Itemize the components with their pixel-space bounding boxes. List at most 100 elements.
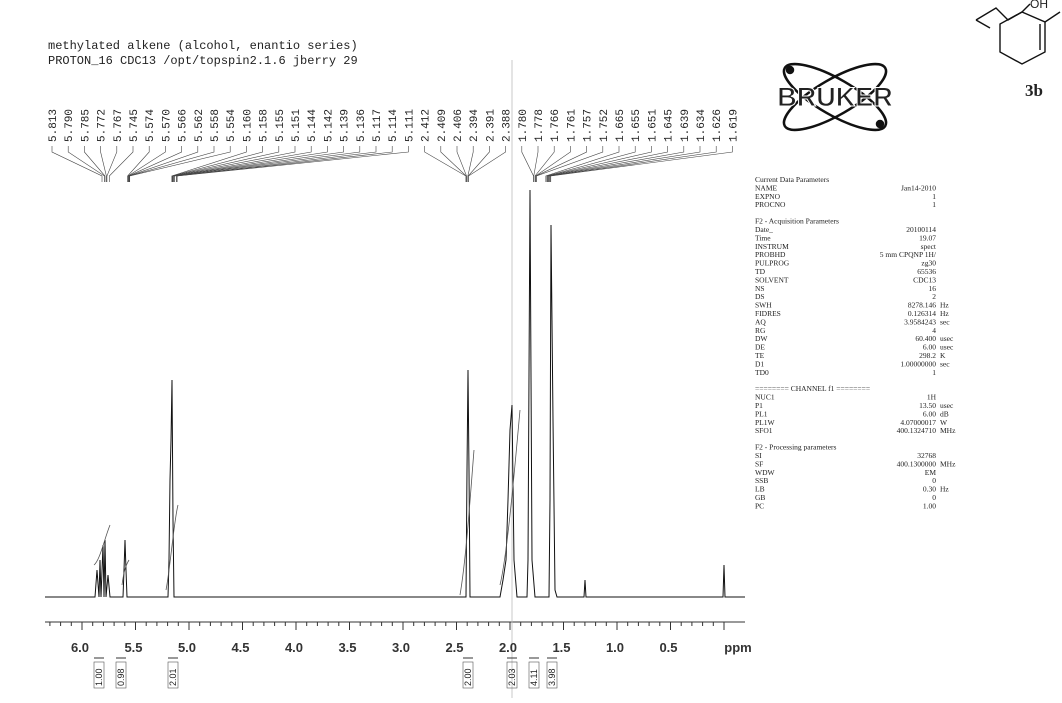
axis-tick-label: 1.5 (552, 640, 570, 655)
peak-label: 5.111 (404, 109, 416, 142)
integral-value: 4.11 (529, 669, 539, 686)
parameter-value: zg30 (921, 259, 936, 268)
peak-connector (547, 146, 652, 182)
parameter-unit: MHz (940, 426, 956, 435)
peak-connector (547, 146, 668, 182)
peak-connector (521, 146, 534, 182)
header-subtitle: PROTON_16 CDC13 /opt/topspin2.1.6 jberry… (48, 54, 358, 68)
parameter-value: 400.1300000 (897, 459, 937, 468)
peak-label: 1.665 (615, 109, 627, 142)
peak-label: 5.767 (113, 109, 125, 142)
peak-connector (176, 146, 409, 182)
peak-connector (536, 146, 604, 182)
peak-connector (548, 146, 701, 182)
axis-tick-label: 3.0 (392, 640, 410, 655)
peak-connector (127, 146, 166, 182)
peak-label: 5.813 (48, 109, 60, 142)
parameter-value: 2 (932, 292, 936, 301)
peak-label: 5.566 (178, 109, 190, 142)
parameter-value: 1 (932, 200, 936, 209)
parameter-key: PL1 (755, 409, 768, 418)
peak-connector (173, 146, 328, 182)
header-title: methylated alkene (alcohol, enantio seri… (48, 39, 358, 53)
parameter-key: D1 (755, 359, 764, 368)
peak-connector (172, 146, 280, 182)
peak-connector (549, 146, 717, 182)
parameter-key: SFO1 (755, 426, 773, 435)
peak-label: 1.651 (647, 109, 659, 142)
integral-value: 2.03 (507, 668, 517, 686)
peak-label: 5.155 (275, 109, 287, 142)
peak-connector (171, 146, 263, 182)
peak-connector (468, 146, 506, 182)
parameter-key: GB (755, 493, 765, 502)
axis-tick-label: 4.0 (285, 640, 303, 655)
parameter-key: EXPNO (755, 192, 781, 201)
parameter-key: RG (755, 326, 766, 335)
integral-box (167, 661, 179, 689)
peak-label: 5.144 (307, 109, 319, 142)
peak-connector (51, 146, 103, 182)
parameter-key: Date_ (755, 225, 773, 234)
peak-connector (84, 146, 106, 182)
parameter-value: 0.30 (923, 485, 936, 494)
peak-label: 5.562 (194, 109, 206, 142)
parameter-key: DW (755, 334, 768, 343)
parameter-value: 400.1324710 (897, 426, 937, 435)
integral-box (506, 661, 518, 689)
parameter-unit: sec (940, 317, 950, 326)
peak-connector (173, 146, 344, 182)
peak-label: 1.639 (680, 109, 692, 142)
axis-tick-label: 3.5 (338, 640, 356, 655)
parameter-key: INSTRUM (755, 242, 789, 251)
peak-label: 1.645 (664, 109, 676, 142)
integral-box (115, 661, 127, 689)
parameter-value: 20100114 (906, 225, 936, 234)
parameter-value: 19.07 (919, 233, 936, 242)
parameter-value: 1H (927, 393, 937, 402)
spectrum-trace (45, 189, 745, 598)
parameter-key: TD (755, 267, 766, 276)
peak-connector (424, 146, 467, 182)
integral-box (462, 661, 474, 689)
peak-connector (128, 146, 182, 182)
peak-label: 5.554 (226, 109, 238, 142)
parameter-key: NAME (755, 183, 778, 192)
parameter-key: NUC1 (755, 393, 775, 402)
peak-label: 5.558 (210, 109, 222, 142)
peak-connector (106, 146, 118, 182)
peak-connector (548, 146, 685, 182)
parameter-key: SI (755, 451, 762, 460)
peak-connector (128, 146, 199, 182)
parameter-value: 4.07000017 (900, 418, 936, 427)
parameter-unit: K (940, 351, 946, 360)
parameter-key: TE (755, 351, 765, 360)
peak-label: 5.790 (64, 109, 76, 142)
parameter-unit: W (940, 418, 948, 427)
peak-label: 1.634 (696, 109, 708, 142)
integral-box (546, 661, 558, 689)
peak-connector (534, 146, 555, 182)
parameter-value: 6.00 (923, 409, 936, 418)
parameter-key: NS (755, 284, 765, 293)
peak-label: 5.151 (291, 109, 303, 142)
parameter-value: 1.00000000 (900, 359, 936, 368)
parameter-value: CDC13 (913, 275, 936, 284)
integral-value: 0.98 (116, 668, 126, 686)
parameter-value: 0 (932, 493, 936, 502)
compound-label: 3b (1025, 81, 1043, 100)
peak-connector (128, 146, 215, 182)
parameter-key: PULPROG (755, 259, 790, 268)
parameter-section-title: Current Data Parameters (755, 175, 829, 184)
peak-label: 1.619 (728, 109, 740, 142)
peak-label: 5.574 (145, 109, 157, 142)
parameter-unit: Hz (940, 309, 949, 318)
peak-label: 1.778 (534, 109, 546, 142)
parameter-value: 8278.146 (908, 301, 936, 310)
parameter-key: TD0 (755, 368, 769, 377)
axis-tick-label: 2.0 (499, 640, 517, 655)
parameter-value: EM (925, 468, 937, 477)
parameter-key: DE (755, 343, 765, 352)
peak-label: 1.766 (550, 109, 562, 142)
parameter-value: 13.50 (919, 401, 936, 410)
